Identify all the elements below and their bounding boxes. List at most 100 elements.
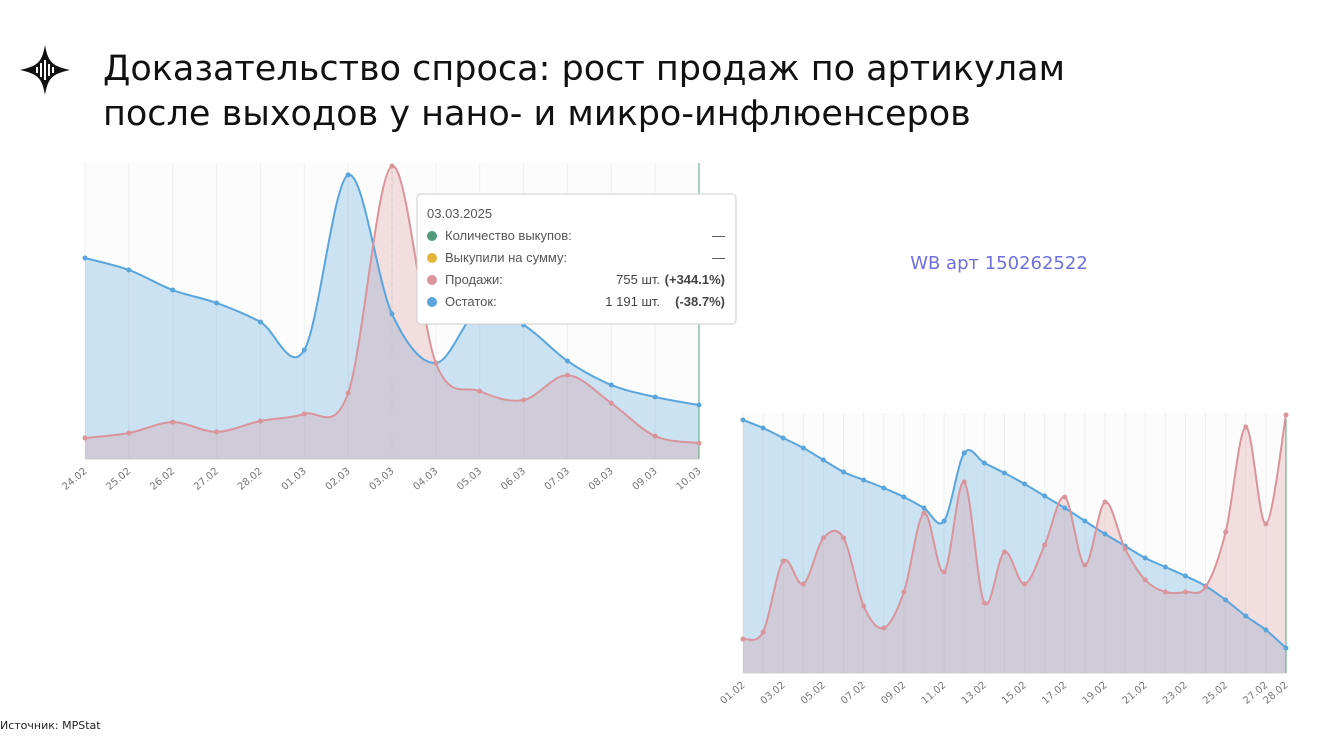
series-area xyxy=(85,174,699,459)
point xyxy=(1283,412,1289,418)
point xyxy=(1022,481,1028,487)
point xyxy=(1223,597,1229,603)
point xyxy=(1102,531,1108,537)
tooltip-label: Продажи: xyxy=(445,272,503,287)
point xyxy=(521,397,527,403)
point xyxy=(126,267,132,273)
point xyxy=(981,460,987,466)
point xyxy=(1283,645,1289,651)
legend-dot xyxy=(427,231,437,241)
point xyxy=(981,600,987,606)
tooltip-label: Выкупили на сумму: xyxy=(445,250,567,265)
point xyxy=(696,402,702,408)
legend-dot xyxy=(427,275,437,285)
source: Источник: MPStat xyxy=(0,719,101,732)
x-tick-label: 02.03 xyxy=(324,466,353,493)
tooltip-value: 755 шт. xyxy=(616,272,660,287)
point xyxy=(214,429,220,435)
point xyxy=(214,300,220,306)
point xyxy=(608,382,614,388)
point xyxy=(1042,542,1048,548)
point xyxy=(82,255,88,261)
tooltip-value: 1 191 шт. xyxy=(605,294,660,309)
x-tick-label: 09.03 xyxy=(631,466,660,493)
title-line: после выходов у нано- и микро-инфлюенсер… xyxy=(103,94,971,134)
series-area xyxy=(743,420,1286,673)
point xyxy=(901,589,907,595)
point xyxy=(652,433,658,439)
point xyxy=(608,400,614,406)
series-line xyxy=(742,419,1287,649)
series-line xyxy=(84,173,700,407)
point xyxy=(921,505,927,511)
point xyxy=(564,358,570,364)
x-tick-label: 19.02 xyxy=(1080,680,1109,707)
point xyxy=(1001,470,1007,476)
point xyxy=(1062,505,1068,511)
point xyxy=(1182,573,1188,579)
point xyxy=(881,485,887,491)
point xyxy=(1162,564,1168,570)
tooltip-change: (-38.7%) xyxy=(675,294,725,309)
point xyxy=(921,510,927,516)
point xyxy=(841,535,847,541)
point xyxy=(881,625,887,631)
point xyxy=(961,479,967,485)
point xyxy=(170,419,176,425)
point xyxy=(1082,562,1088,568)
point xyxy=(861,603,867,609)
point xyxy=(740,636,746,642)
point xyxy=(652,394,658,400)
x-tick-label: 27.02 xyxy=(192,466,221,493)
point xyxy=(800,445,806,451)
x-tick-label: 01.02 xyxy=(718,680,747,707)
point xyxy=(1223,529,1229,535)
point xyxy=(389,311,395,317)
point xyxy=(1102,499,1108,505)
x-tick-label: 23.02 xyxy=(1161,680,1190,707)
point xyxy=(1243,424,1249,430)
point xyxy=(170,287,176,293)
point xyxy=(564,372,570,378)
point xyxy=(1182,589,1188,595)
series-area xyxy=(743,415,1286,673)
tooltip-box xyxy=(416,193,737,325)
tooltip-value: — xyxy=(712,228,725,243)
x-tick-label: 26.02 xyxy=(148,466,177,493)
tooltip-label: Остаток: xyxy=(445,294,497,309)
point xyxy=(1203,584,1209,590)
x-tick-label: 28.02 xyxy=(236,466,265,493)
x-tick-label: 03.03 xyxy=(367,466,396,493)
x-tick-label: 15.02 xyxy=(1000,680,1029,707)
x-tick-label: 11.02 xyxy=(920,680,949,707)
point xyxy=(82,435,88,441)
point xyxy=(941,569,947,575)
point xyxy=(961,450,967,456)
point xyxy=(126,430,132,436)
point xyxy=(1142,577,1148,583)
point xyxy=(345,172,351,178)
point xyxy=(696,440,702,446)
point xyxy=(1243,613,1249,619)
point xyxy=(780,435,786,441)
point xyxy=(1022,581,1028,587)
x-tick-label: 25.02 xyxy=(1201,680,1230,707)
point xyxy=(1001,549,1007,555)
point xyxy=(1042,493,1048,499)
point xyxy=(841,469,847,475)
x-tick-label: 06.03 xyxy=(499,466,528,493)
plot-background xyxy=(743,413,1286,673)
point xyxy=(1162,589,1168,595)
point xyxy=(433,360,439,366)
point xyxy=(1122,546,1128,552)
point xyxy=(861,477,867,483)
x-tick-label: 05.02 xyxy=(799,680,828,707)
point xyxy=(257,418,263,424)
point xyxy=(760,629,766,635)
x-tick-label: 24.02 xyxy=(60,466,89,493)
point xyxy=(389,163,395,169)
tooltip-date: 03.03.2025 xyxy=(427,206,492,221)
x-tick-label: 07.02 xyxy=(839,680,868,707)
